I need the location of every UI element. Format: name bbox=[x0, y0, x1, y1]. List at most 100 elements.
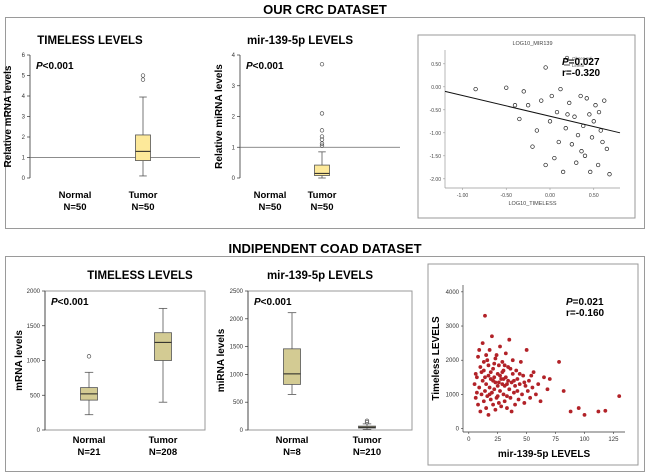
y-axis-label: Relative miRNA levels bbox=[214, 64, 225, 169]
y-tick-label: 500 bbox=[233, 400, 244, 406]
x-tick-label: 125 bbox=[608, 437, 619, 443]
data-point bbox=[499, 404, 504, 409]
category-n-label: N=210 bbox=[353, 447, 381, 458]
category-label: Normal bbox=[73, 435, 106, 446]
y-tick-label: 1000 bbox=[230, 372, 244, 378]
data-point bbox=[549, 93, 554, 99]
data-point bbox=[483, 313, 487, 318]
data-point bbox=[504, 85, 509, 90]
data-point bbox=[543, 65, 548, 70]
data-point bbox=[479, 370, 484, 375]
x-tick-label: 0 bbox=[467, 437, 471, 443]
data-point bbox=[493, 407, 498, 412]
x-tick-label: 25 bbox=[494, 437, 501, 443]
category-n-label: N=8 bbox=[283, 447, 301, 458]
data-point bbox=[505, 394, 509, 399]
y-tick-label: 3 bbox=[22, 115, 26, 121]
p-value-label: P<0.001 bbox=[36, 61, 74, 72]
outlier-point bbox=[319, 143, 325, 148]
box-iqr bbox=[154, 332, 172, 361]
chart-crc_timeless: TIMELESS LEVELS 0 1 2 3 4 5 6 Relative mRNA leve… bbox=[3, 35, 200, 213]
p-value-label: P=0.027 bbox=[562, 57, 600, 68]
data-point bbox=[518, 360, 523, 364]
category-label: Normal bbox=[276, 435, 309, 446]
data-point bbox=[516, 397, 521, 402]
p-value-label: P=0.021 bbox=[566, 297, 604, 308]
data-point bbox=[574, 160, 579, 165]
data-point bbox=[506, 378, 511, 383]
data-point bbox=[484, 353, 489, 357]
outlier-point bbox=[140, 73, 146, 78]
legend-marker-observed bbox=[564, 55, 570, 61]
data-point bbox=[495, 394, 500, 399]
y-axis-label: mRNA levels bbox=[14, 330, 25, 391]
data-point bbox=[488, 370, 493, 375]
y-axis-label: Relative mRNA levels bbox=[3, 65, 14, 167]
data-point bbox=[524, 348, 529, 352]
data-point bbox=[477, 348, 482, 352]
section-header-coad: INDIPENDENT COAD DATASET bbox=[228, 241, 422, 256]
data-point bbox=[527, 378, 531, 383]
data-point bbox=[603, 408, 608, 413]
data-point bbox=[487, 385, 492, 390]
data-point bbox=[487, 348, 492, 352]
x-tick-label: 100 bbox=[579, 437, 590, 443]
data-point bbox=[542, 375, 546, 380]
y-tick-label: 3 bbox=[232, 84, 236, 90]
data-point bbox=[545, 387, 550, 392]
data-point bbox=[617, 394, 622, 399]
r-value-label: r=-0.320 bbox=[562, 68, 601, 79]
data-point bbox=[523, 383, 528, 388]
data-point bbox=[596, 109, 602, 115]
data-point bbox=[492, 361, 497, 366]
chart-coad_mir: mir-139-5p LEVELS 0 500 1000 1500 2000 2500 miR… bbox=[216, 270, 413, 458]
data-point bbox=[510, 358, 515, 363]
data-point bbox=[587, 112, 592, 117]
chart-crc_mir: mir-139-5p LEVELS 0 1 2 3 4 Relative miRNA lev… bbox=[214, 35, 400, 213]
category-label: Tumor bbox=[308, 190, 337, 201]
data-point bbox=[515, 389, 520, 393]
y-tick-label: 1000 bbox=[27, 359, 41, 365]
data-point bbox=[500, 360, 505, 364]
data-point bbox=[543, 162, 548, 168]
data-point bbox=[496, 401, 501, 405]
x-tick-label: 0.50 bbox=[589, 193, 599, 199]
data-point bbox=[536, 382, 541, 387]
regression-line bbox=[444, 90, 621, 134]
category-n-label: N=21 bbox=[78, 447, 102, 458]
y-tick-label: 4000 bbox=[446, 290, 460, 296]
chart-title: mir-139-5p LEVELS bbox=[247, 35, 353, 47]
data-point bbox=[534, 128, 540, 133]
legend-label-linear: Linear bbox=[572, 63, 585, 68]
chart-title: TIMELESS LEVELS bbox=[87, 270, 193, 282]
data-point bbox=[481, 360, 486, 364]
y-tick-label: 3000 bbox=[446, 324, 460, 330]
data-point bbox=[595, 162, 601, 168]
y-axis-label: miRNA levels bbox=[216, 328, 227, 392]
y-tick-label: 6 bbox=[22, 53, 26, 59]
data-point bbox=[485, 358, 490, 363]
y-tick-label: 1 bbox=[232, 145, 236, 151]
data-point bbox=[474, 390, 479, 395]
section-header-crc: OUR CRC DATASET bbox=[263, 2, 387, 17]
y-tick-label: 2 bbox=[232, 115, 236, 121]
x-tick-label: 75 bbox=[552, 437, 559, 443]
data-point bbox=[472, 382, 477, 387]
data-point bbox=[473, 371, 478, 376]
data-point bbox=[598, 128, 603, 133]
p-value-label: P<0.001 bbox=[51, 297, 89, 308]
data-point bbox=[486, 413, 491, 417]
data-point bbox=[477, 385, 482, 390]
data-point bbox=[531, 370, 536, 375]
box-iqr bbox=[135, 134, 151, 161]
category-label: Tumor bbox=[149, 435, 178, 446]
y-tick-label: -0.50 bbox=[430, 108, 442, 114]
category-n-label: N=50 bbox=[311, 202, 334, 213]
data-point bbox=[520, 392, 524, 397]
data-point bbox=[514, 368, 519, 373]
category-label: Normal bbox=[59, 190, 92, 201]
data-point bbox=[498, 373, 502, 378]
data-point bbox=[502, 363, 507, 368]
category-label: Tumor bbox=[353, 435, 382, 446]
